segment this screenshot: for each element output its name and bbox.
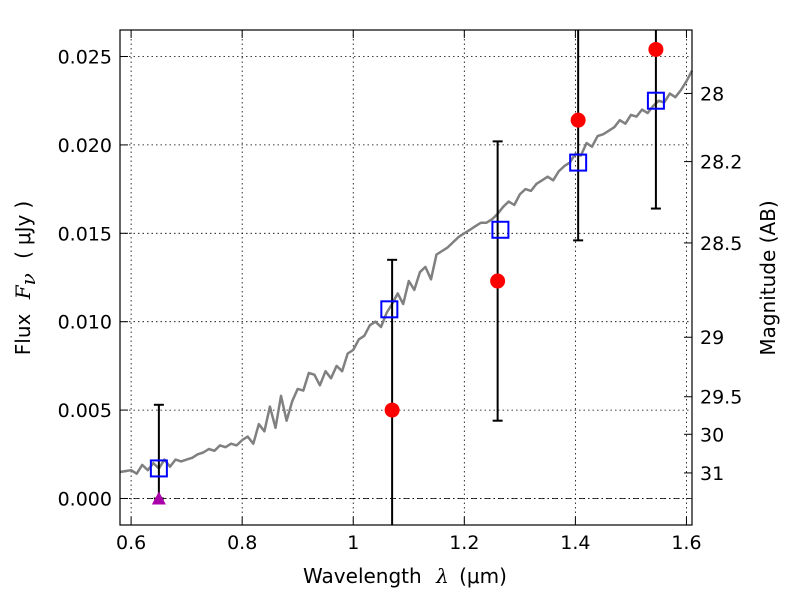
error-bars	[153, 30, 661, 525]
y2-tick-label: 28.2	[700, 152, 742, 174]
y2-tick-label: 29	[700, 327, 724, 349]
model-photometry-square	[491, 220, 510, 239]
y-tick-label: 0.025	[58, 47, 112, 69]
x-tick-label: 0.6	[116, 532, 146, 554]
y2-tick-label: 28	[700, 83, 724, 105]
y-tick-label: 0.005	[58, 400, 112, 422]
model-photometry-square	[380, 300, 399, 319]
x-axis-label-unit: μm	[467, 564, 499, 588]
observed-point	[570, 112, 586, 128]
y2-tick-label: 28.5	[700, 233, 742, 255]
y-tick-label: 0.015	[58, 223, 112, 245]
x-tick-label: 0.8	[227, 532, 257, 554]
y2-tick-label: 31	[700, 463, 724, 485]
observed-points	[151, 41, 664, 505]
model-spectrum	[119, 70, 694, 475]
y-tick-label: 0.010	[58, 312, 112, 334]
y-axis-label-unit: μJy	[11, 214, 35, 245]
model-photometry-square	[569, 153, 588, 172]
tick-labels: 0.6 0.8 1 1.2 1.4 1.6 0.000 0.005 0.010 0.015 0.02…	[58, 47, 743, 554]
x-tick-label: 1.2	[449, 532, 479, 554]
ticks	[120, 30, 692, 525]
model-photometry	[149, 91, 665, 478]
x-axis-label-prefix: Wavelength	[303, 564, 422, 588]
observed-point	[648, 41, 664, 57]
y2-tick-label: 29.5	[700, 387, 742, 409]
model-spectrum-line	[119, 70, 694, 475]
y-axis-label-subscript: ν	[16, 273, 40, 285]
plot-frame	[119, 29, 693, 526]
y-axis-label-prefix: Flux	[11, 313, 35, 355]
x-tick-label: 1.4	[560, 532, 590, 554]
x-tick-label: 1.6	[671, 532, 701, 554]
x-axis-label-open: (	[459, 564, 467, 588]
x-axis-label-close: )	[499, 564, 507, 588]
model-photometry-square	[149, 459, 168, 478]
y-axis-label-symbol: F	[11, 284, 35, 300]
observed-point	[490, 273, 506, 289]
y-axis-label: Flux Fν ( μJy)	[11, 201, 40, 355]
model-photometry-square	[646, 91, 665, 110]
observed-point	[384, 402, 400, 418]
x-axis-label: Wavelength λ (μm)	[303, 564, 507, 588]
y-axis-label-close: )	[11, 201, 35, 209]
y-tick-label: 0.000	[58, 488, 112, 510]
y-axis-label-open: (	[11, 251, 35, 259]
x-axis-label-symbol: λ	[435, 564, 449, 588]
upper-limit-marker	[151, 491, 166, 505]
y2-tick-label: 30	[700, 424, 724, 446]
y-tick-label: 0.020	[58, 135, 112, 157]
x-tick-label: 1	[347, 532, 359, 554]
y2-axis-label: Magnitude (AB)	[756, 200, 780, 355]
